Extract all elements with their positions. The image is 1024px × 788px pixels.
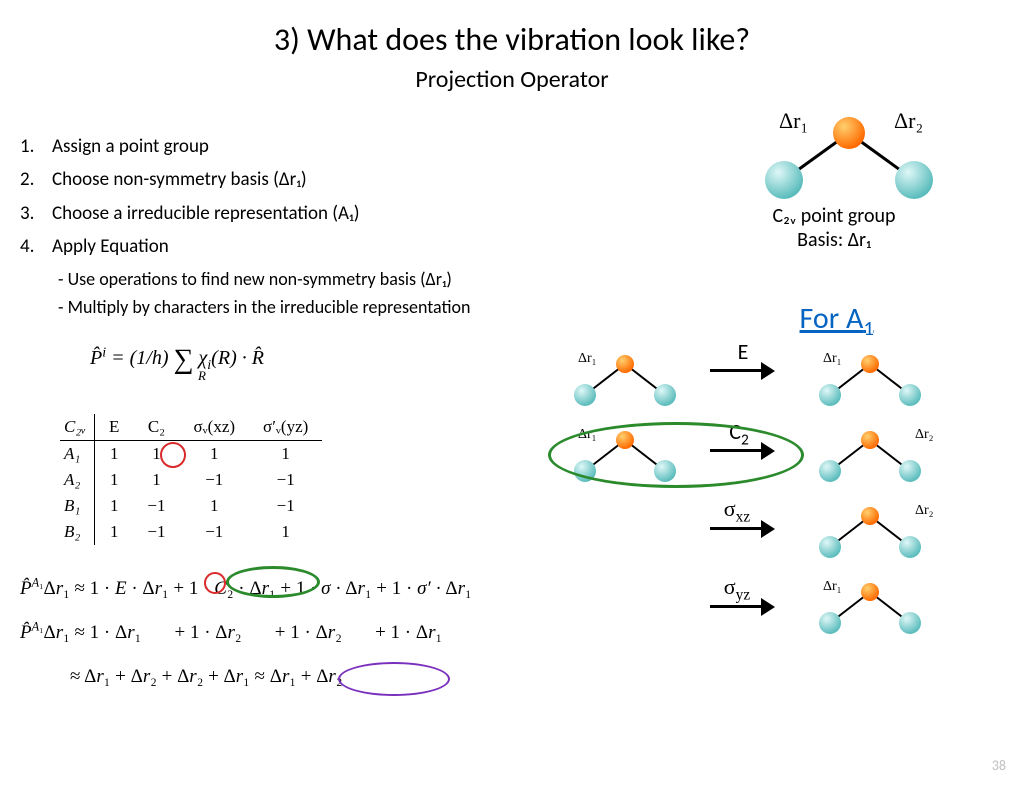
mol-right-C2: Δr₂ [805, 426, 955, 486]
step-4: Apply Equation [52, 235, 169, 258]
mol-right-E: Δr₁ [805, 350, 935, 410]
steps-list: 1.Assign a point group 2.Choose non-symm… [20, 132, 359, 266]
svg-text:Δr₂: Δr₂ [915, 427, 934, 442]
for-a1-heading: For A1 [800, 300, 874, 341]
svg-text:Δr₁: Δr₁ [578, 351, 597, 366]
slide-subtitle: Projection Operator [0, 65, 1024, 94]
svg-text:Δr₁: Δr₁ [823, 579, 842, 594]
label-dr1: Δr₁ [779, 108, 808, 133]
projection-formula: P̂i = (1/h) ∑ χi(R) · R̂ R [90, 340, 264, 390]
substep-1: - Use operations to find new non-symmetr… [58, 266, 471, 294]
mol-left-C2: Δr₁ [560, 426, 690, 486]
label-dr2: Δr₂ [894, 108, 923, 133]
mol-right-sigmaxz: Δr₂ [805, 502, 955, 562]
eq-line-3: ≈ Δr₁ + Δr₂ + Δr₂ + Δr₁ ≈ Δr₁ + Δr₂ [20, 658, 472, 696]
mol-left-E: Δr₁ [560, 350, 690, 410]
svg-text:Δr₂: Δr₂ [915, 503, 934, 518]
sub-steps: - Use operations to find new non-symmetr… [58, 266, 471, 322]
eq-line-1: P̂A₁Δr₁ ≈ 1 · E · Δr₁ + 1 · C₂ · Δr₁ + 1… [20, 570, 472, 608]
svg-text:Δr₁: Δr₁ [578, 427, 597, 442]
step-3: Choose a irreducible representation (A₁) [52, 202, 359, 225]
arrow-icon [710, 518, 775, 540]
eq-line-2: P̂A₁Δr₁ ≈ 1 · Δr₁ + 1 · Δr₂ + 1 · Δr₂ + … [20, 614, 472, 652]
arrow-icon [710, 440, 775, 462]
character-table: C₂ᵥ E C₂ σᵥ(xz) σ′ᵥ(yz) A₁ 1 1 1 1 A₂ 1 … [60, 414, 322, 545]
step-2: Choose non-symmetry basis (Δr₁) [52, 168, 307, 191]
point-group-caption: C₂ᵥ point group Basis: Δr₁ [744, 204, 924, 252]
slide-title: 3) What does the vibration look like? [0, 20, 1024, 59]
arrow-icon [710, 360, 775, 382]
equation-block: P̂A₁Δr₁ ≈ 1 · E · Δr₁ + 1 · C₂ · Δr₁ + 1… [20, 570, 472, 702]
mol-right-sigmayz: Δr₁ [805, 578, 935, 638]
substep-2: - Multiply by characters in the irreduci… [58, 294, 471, 322]
arrow-icon [710, 596, 775, 618]
svg-text:Δr₁: Δr₁ [823, 351, 842, 366]
molecule-large: Δr₁ Δr₂ [734, 108, 964, 208]
page-number: 38 [992, 757, 1006, 774]
ct-corner: C₂ᵥ [60, 414, 95, 441]
step-1: Assign a point group [52, 135, 209, 158]
